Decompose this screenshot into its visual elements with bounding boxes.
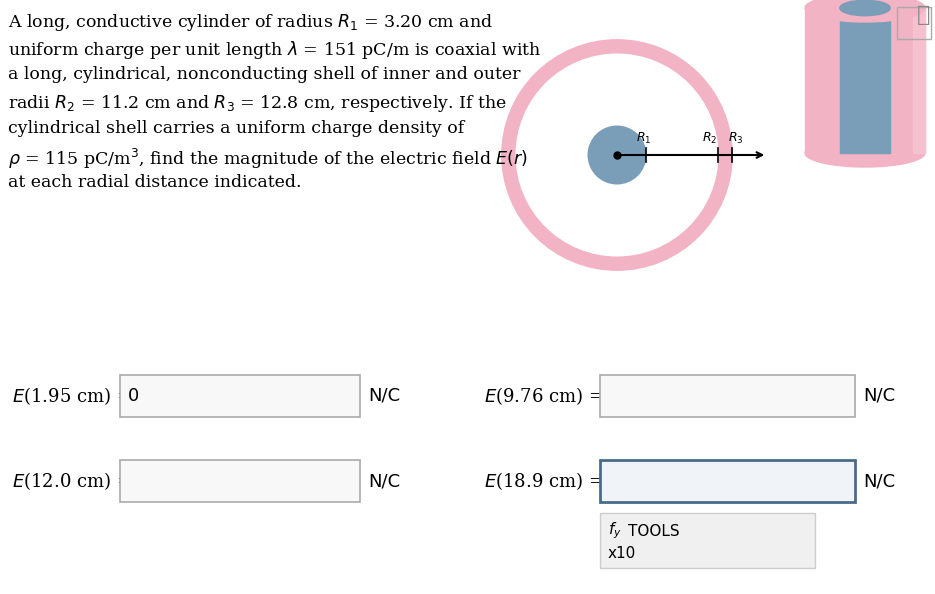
Text: radii $R_2$ = 11.2 cm and $R_3$ = 12.8 cm, respectively. If the: radii $R_2$ = 11.2 cm and $R_3$ = 12.8 c… xyxy=(8,93,507,114)
Circle shape xyxy=(588,126,646,184)
Text: a long, cylindrical, nonconducting shell of inner and outer: a long, cylindrical, nonconducting shell… xyxy=(8,66,521,83)
Text: N/C: N/C xyxy=(863,387,895,405)
Text: N/C: N/C xyxy=(368,472,400,490)
Ellipse shape xyxy=(805,0,925,22)
Bar xyxy=(913,8,925,153)
Circle shape xyxy=(516,54,718,256)
Text: $\mathit{f}_y$: $\mathit{f}_y$ xyxy=(608,521,622,541)
FancyBboxPatch shape xyxy=(600,460,855,502)
Text: 0: 0 xyxy=(128,387,139,405)
FancyBboxPatch shape xyxy=(600,513,815,568)
Text: TOOLS: TOOLS xyxy=(628,523,680,539)
Text: N/C: N/C xyxy=(368,387,400,405)
Text: $R_2$: $R_2$ xyxy=(702,131,717,146)
Text: A long, conductive cylinder of radius $R_1$ = 3.20 cm and: A long, conductive cylinder of radius $R… xyxy=(8,12,493,33)
Text: $R_3$: $R_3$ xyxy=(728,131,744,146)
Text: $\rho$ = 115 pC/m$^3$, find the magnitude of the electric field $E(r)$: $\rho$ = 115 pC/m$^3$, find the magnitud… xyxy=(8,147,528,171)
Ellipse shape xyxy=(805,139,925,167)
FancyBboxPatch shape xyxy=(120,460,360,502)
Text: $E$(1.95 cm) =: $E$(1.95 cm) = xyxy=(12,385,131,407)
Ellipse shape xyxy=(840,1,890,15)
FancyBboxPatch shape xyxy=(120,375,360,417)
Text: uniform charge per unit length $\lambda$ = 151 pC/m is coaxial with: uniform charge per unit length $\lambda$… xyxy=(8,39,541,61)
Bar xyxy=(840,8,890,153)
Text: ⦿: ⦿ xyxy=(916,5,930,25)
Bar xyxy=(805,8,925,153)
Text: N/C: N/C xyxy=(863,472,895,490)
FancyBboxPatch shape xyxy=(600,375,855,417)
Text: cylindrical shell carries a uniform charge density of: cylindrical shell carries a uniform char… xyxy=(8,120,465,137)
Text: $R_1$: $R_1$ xyxy=(636,131,652,146)
Text: at each radial distance indicated.: at each radial distance indicated. xyxy=(8,174,301,191)
Text: x10: x10 xyxy=(608,545,636,561)
Text: $E$(12.0 cm) =: $E$(12.0 cm) = xyxy=(12,470,131,492)
Circle shape xyxy=(502,40,732,270)
Text: $E$(9.76 cm) =: $E$(9.76 cm) = xyxy=(484,385,603,407)
Text: $E$(18.9 cm) =: $E$(18.9 cm) = xyxy=(484,470,603,492)
